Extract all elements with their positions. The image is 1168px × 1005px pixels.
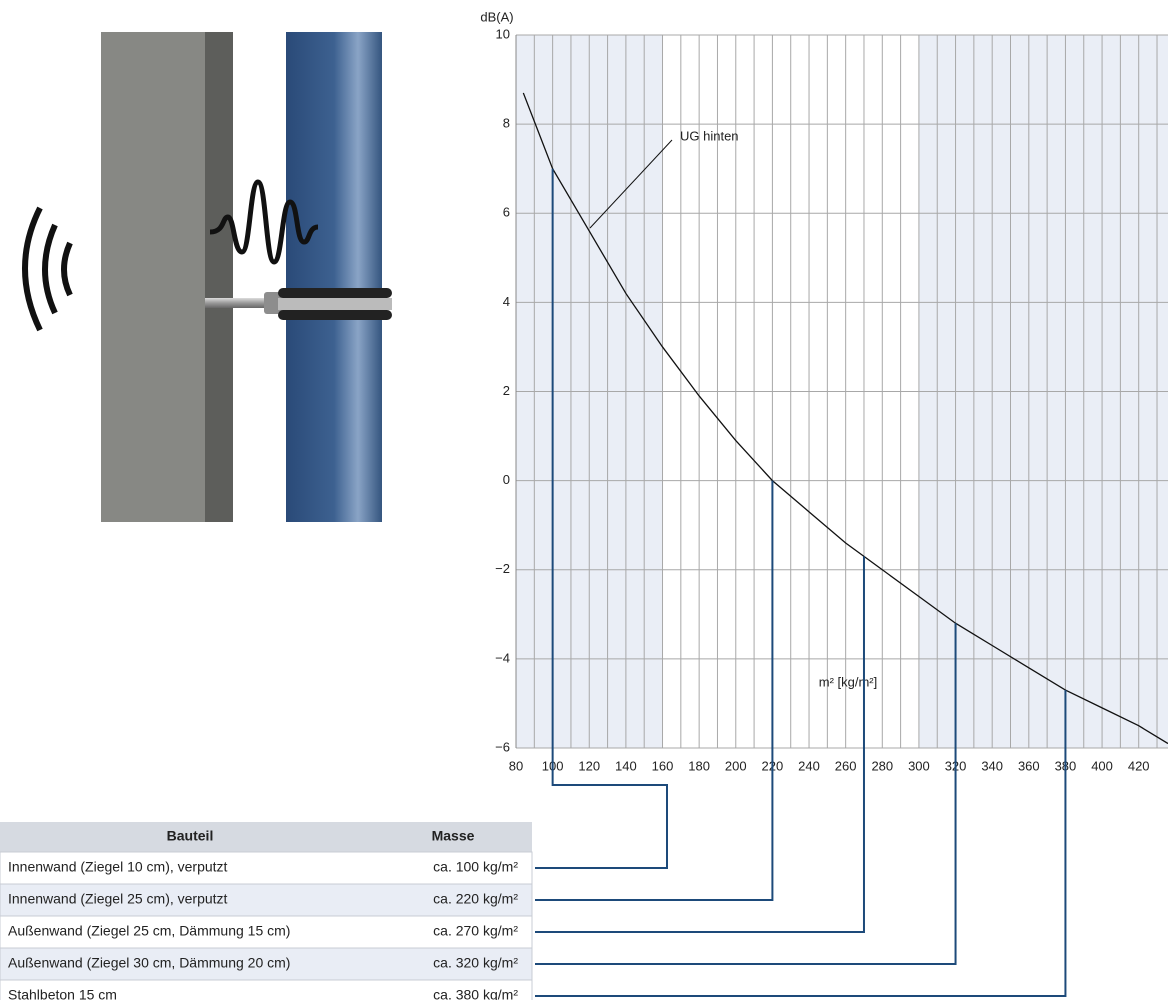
x-tick-label: 400	[1091, 758, 1113, 773]
x-tick-label: 420	[1128, 758, 1150, 773]
illustration	[22, 32, 392, 522]
y-tick-label: 0	[503, 472, 510, 487]
y-tick-label: −2	[495, 561, 510, 576]
connector	[535, 690, 1067, 997]
x-axis-label: m² [kg/m²]	[819, 674, 878, 689]
table-cell: ca. 320 kg/m²	[433, 955, 518, 971]
x-tick-label: 180	[688, 758, 710, 773]
table-row-bg	[0, 915, 533, 949]
table-row-bg	[0, 947, 533, 981]
y-tick-label: 4	[503, 294, 510, 309]
table-cell: ca. 380 kg/m²	[433, 987, 518, 1000]
table-cell: ca. 220 kg/m²	[433, 891, 518, 907]
y-tick-label: 6	[503, 205, 510, 220]
x-tick-label: 340	[981, 758, 1003, 773]
table: Bauteil Masse Innenwand (Ziegel 10 cm), ve…	[0, 822, 533, 1005]
table-cell: ca. 100 kg/m²	[433, 859, 518, 875]
table-row-bg	[0, 851, 533, 885]
table-cell: Innenwand (Ziegel 25 cm), verputzt	[8, 891, 228, 907]
y-tick-label: 10	[496, 26, 510, 41]
table-header: Bauteil	[167, 828, 214, 844]
table-cell: Außenwand (Ziegel 25 cm, Dämmung 15 cm)	[8, 923, 290, 939]
y-tick-label: −6	[495, 739, 510, 754]
connector	[535, 623, 957, 965]
table-header: Masse	[432, 828, 475, 844]
annotation: UG hinten	[680, 128, 739, 143]
y-tick-label: 8	[503, 116, 510, 131]
x-tick-label: 260	[835, 758, 857, 773]
x-tick-label: 80	[509, 758, 523, 773]
connector	[535, 168, 668, 869]
x-tick-label: 280	[871, 758, 893, 773]
x-tick-label: 360	[1018, 758, 1040, 773]
plot-area	[515, 34, 1168, 749]
annotation-leader	[589, 139, 673, 229]
table-cell: Innenwand (Ziegel 10 cm), verputzt	[8, 859, 228, 875]
x-tick-label: 300	[908, 758, 930, 773]
x-tick-label: 140	[615, 758, 637, 773]
x-tick-label: 200	[725, 758, 747, 773]
table-header-bg	[0, 822, 532, 852]
table-cell: Außenwand (Ziegel 30 cm, Dämmung 20 cm)	[8, 955, 290, 971]
data-line	[522, 92, 1168, 745]
x-tick-label: 240	[798, 758, 820, 773]
y-axis-label: dB(A)	[480, 9, 513, 24]
table-cell: ca. 270 kg/m²	[433, 923, 518, 939]
x-tick-label: 160	[652, 758, 674, 773]
table-cell: Stahlbeton 15 cm	[8, 987, 117, 1000]
table-row-bg	[0, 883, 533, 917]
y-tick-label: −4	[495, 650, 510, 665]
connector	[535, 480, 774, 901]
connector	[535, 556, 865, 933]
x-tick-label: 120	[578, 758, 600, 773]
y-tick-label: 2	[503, 383, 510, 398]
